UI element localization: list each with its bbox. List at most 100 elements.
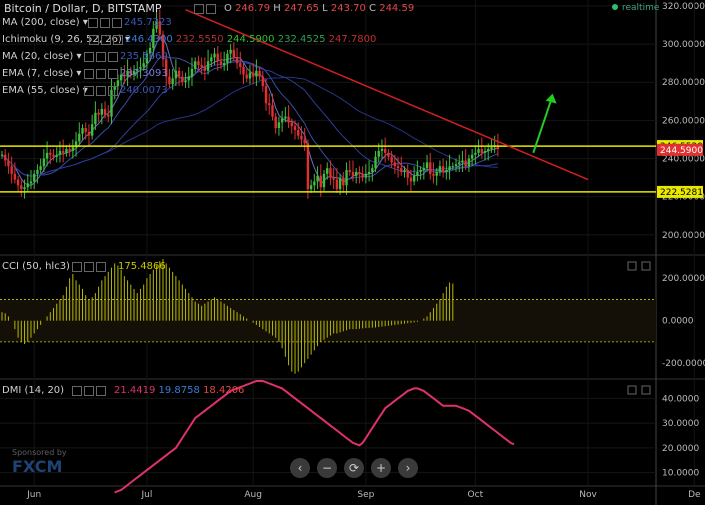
candle-body	[487, 149, 490, 151]
cci-icon-buttons[interactable]	[72, 262, 106, 272]
panel-up-icon	[627, 385, 637, 395]
candle-body	[419, 170, 422, 172]
dmi-close-icon[interactable]	[96, 386, 106, 396]
forecast-arrow-shaft	[532, 95, 554, 154]
settings-icon[interactable]	[194, 4, 204, 14]
indicator-icon-buttons[interactable]	[89, 35, 123, 45]
cci-settings-icon[interactable]	[84, 262, 94, 272]
eye-icon[interactable]	[84, 86, 94, 96]
candle-body	[39, 166, 42, 171]
indicator-value: 244.5900	[226, 34, 278, 45]
candle-body	[165, 59, 168, 77]
moving-average-line	[1, 56, 499, 181]
candle-body	[284, 116, 287, 119]
x-tick-label: Jun	[26, 490, 41, 500]
price-tick-label: 320.0000	[662, 2, 705, 12]
candle-body	[107, 114, 110, 117]
settings-icon[interactable]	[96, 52, 106, 62]
candle-body	[338, 177, 342, 190]
candle-body	[474, 152, 477, 155]
indicator-label[interactable]: EMA (7, close) ▾	[2, 68, 82, 79]
indicator-value: 235.5660	[120, 51, 168, 62]
candle-body	[129, 70, 132, 75]
candle-body	[116, 80, 120, 87]
indicator-icon-buttons[interactable]	[84, 86, 118, 96]
x-tick-label: Sep	[357, 490, 374, 500]
candle-body	[20, 185, 23, 190]
candle-body	[464, 160, 467, 167]
dmi-label[interactable]: DMI (14, 20)	[2, 385, 65, 396]
eye-icon[interactable]	[88, 18, 98, 28]
eye-icon[interactable]	[84, 52, 94, 62]
indicator-icon-buttons[interactable]	[88, 18, 122, 28]
candle-body	[71, 147, 75, 151]
dmi-value: 18.4206	[203, 385, 245, 396]
eye-icon[interactable]	[89, 35, 99, 45]
zoom-in-icon[interactable]: +	[371, 458, 391, 478]
close-icon[interactable]	[113, 35, 123, 45]
close-icon[interactable]	[108, 69, 118, 79]
indicator-label[interactable]: MA (20, close) ▾	[2, 51, 82, 62]
candle-body	[206, 61, 210, 71]
indicator-label[interactable]: EMA (55, close) ▾	[2, 85, 88, 96]
close-icon[interactable]	[108, 86, 118, 96]
candle-body	[200, 65, 203, 67]
candle-body	[441, 166, 445, 172]
cci-label[interactable]: CCI (50, hlc3)	[2, 261, 70, 272]
scroll-left-icon[interactable]: ‹	[290, 458, 310, 478]
candle-body	[374, 156, 377, 169]
indicator-value: 247.7800	[328, 34, 377, 45]
dmi-eye-icon[interactable]	[72, 386, 82, 396]
candle-body	[380, 149, 384, 151]
candle-body	[258, 70, 261, 77]
candle-body	[351, 171, 355, 176]
close-icon[interactable]	[112, 18, 122, 28]
candle-body	[0, 154, 4, 156]
settings-icon[interactable]	[100, 18, 110, 28]
candle-body	[348, 170, 351, 172]
indicator-icon-buttons[interactable]	[84, 52, 118, 62]
indicator-value: 240.0073	[120, 85, 168, 96]
cci-close-icon[interactable]	[96, 262, 106, 272]
ohlc-value: 247.65	[283, 3, 323, 14]
title-icon-buttons[interactable]	[194, 4, 216, 14]
trendline	[185, 9, 589, 181]
indicator-label[interactable]: Ichimoku (9, 26, 52, 26) ▾	[2, 34, 131, 45]
zoom-out-icon[interactable]: −	[317, 458, 337, 478]
candle-body	[184, 80, 187, 83]
close-icon[interactable]	[108, 52, 118, 62]
candle-body	[74, 141, 78, 148]
eye-icon[interactable]	[84, 69, 94, 79]
ohlc-value: 244.59	[379, 3, 415, 14]
candle-body	[68, 149, 71, 151]
settings-icon[interactable]	[96, 69, 106, 79]
candle-body	[454, 164, 458, 167]
chart-title: Bitcoin / Dollar, D, BITSTAMP	[4, 2, 162, 15]
candle-body	[213, 53, 216, 58]
cci-eye-icon[interactable]	[72, 262, 82, 272]
candle-body	[87, 131, 91, 136]
settings-icon[interactable]	[101, 35, 111, 45]
candle-body	[49, 152, 52, 155]
price-tick-label: 280.0000	[662, 78, 705, 88]
dmi-settings-icon[interactable]	[84, 386, 94, 396]
candle-body	[26, 183, 29, 188]
dmi-icon-buttons[interactable]	[72, 386, 106, 396]
candle-body	[345, 170, 348, 186]
candle-body	[161, 34, 165, 60]
reset-icon[interactable]: ⟳	[344, 458, 364, 478]
candle-body	[29, 181, 33, 184]
candle-body	[13, 173, 17, 180]
settings-icon[interactable]	[96, 86, 106, 96]
scroll-right-icon[interactable]: ›	[398, 458, 418, 478]
realtime-indicator: realtime	[612, 3, 659, 13]
candle-body	[52, 154, 55, 157]
eye-icon[interactable]	[206, 4, 216, 14]
candle-body	[316, 175, 319, 182]
candle-body	[335, 179, 339, 190]
candle-body	[33, 173, 36, 182]
candle-body	[396, 166, 400, 169]
indicator-label[interactable]: MA (200, close) ▾	[2, 17, 88, 28]
indicator-icon-buttons[interactable]	[84, 69, 118, 79]
